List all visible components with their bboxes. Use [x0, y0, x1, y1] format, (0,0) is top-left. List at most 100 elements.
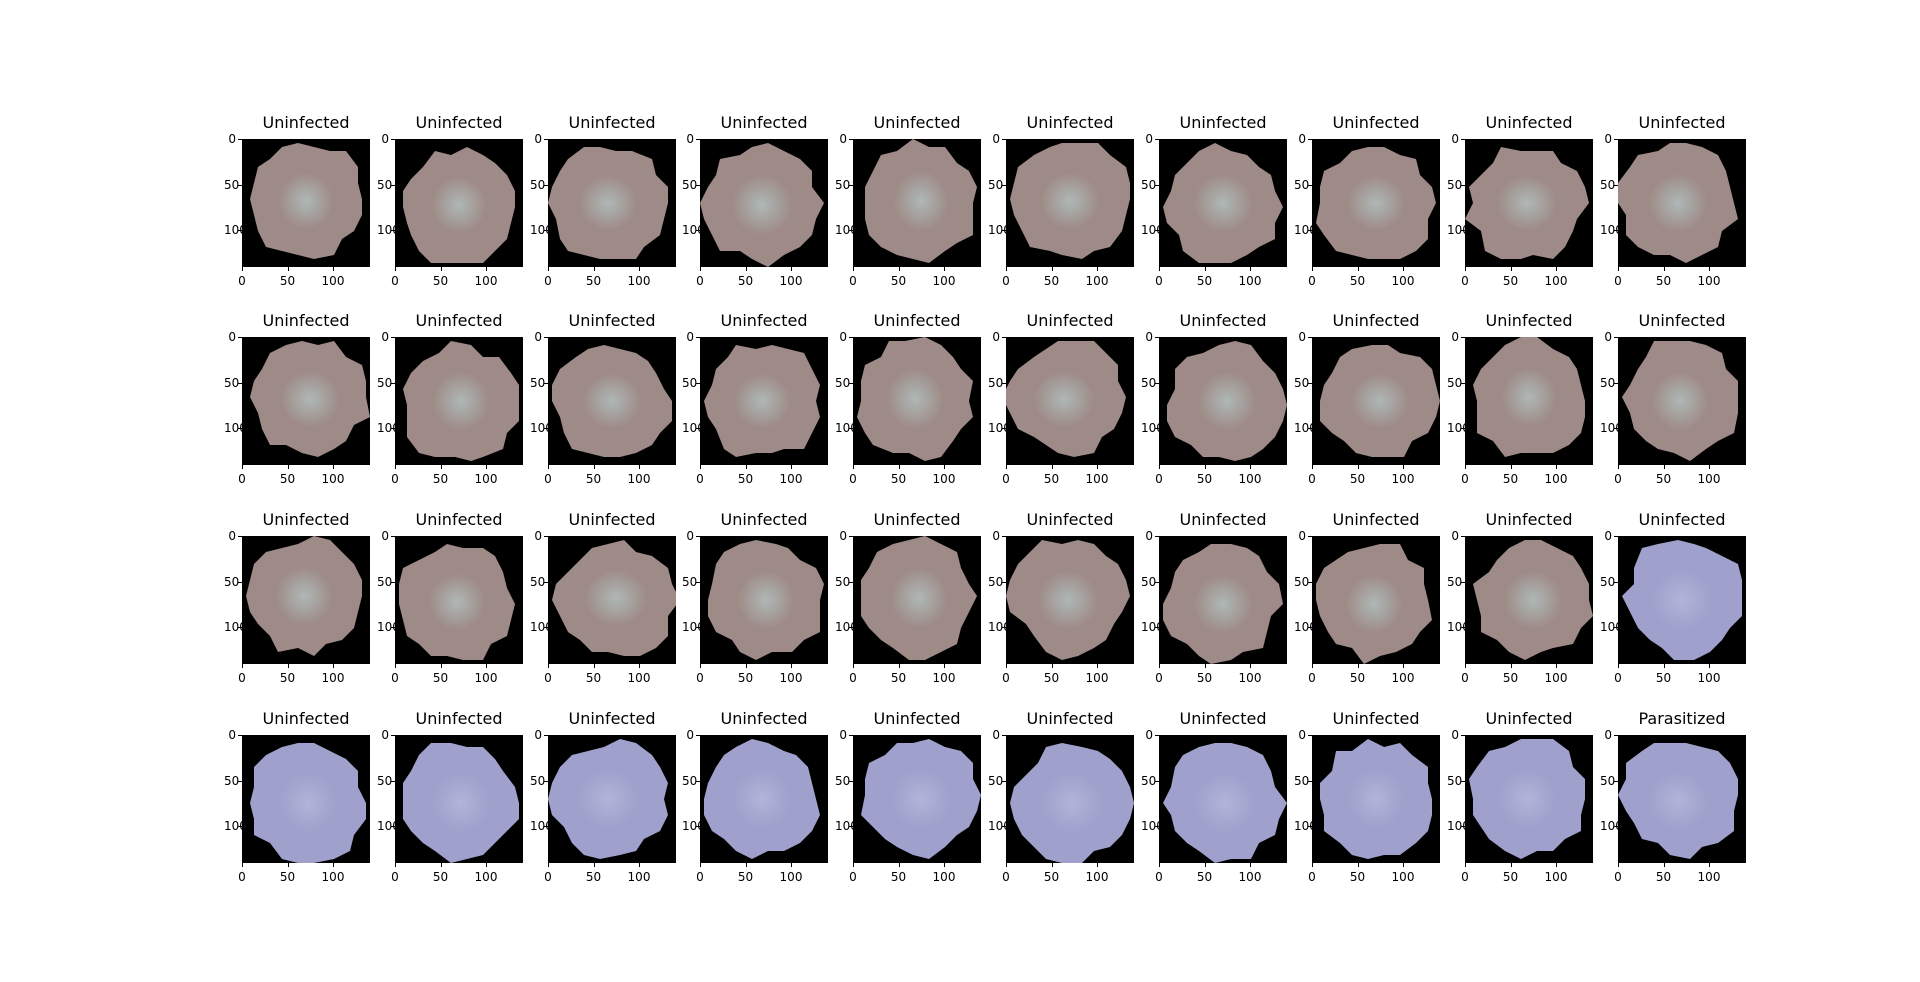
y-tick-label: 0 — [228, 728, 236, 742]
y-tick-mark — [391, 735, 395, 736]
x-tick-mark — [1510, 664, 1512, 668]
x-tick-mark — [1312, 465, 1313, 469]
y-tick-mark — [696, 581, 700, 583]
cell-image — [1465, 735, 1593, 863]
y-tick-mark — [544, 184, 548, 186]
panel-title: Uninfected — [1179, 311, 1267, 330]
panel-title: Uninfected — [568, 510, 656, 529]
image-panel: Uninfected 0 50 100 0 50 100 — [682, 510, 828, 684]
x-tick-mark — [1159, 863, 1160, 867]
x-tick-label: 100 — [1544, 274, 1568, 288]
y-tick-mark — [391, 780, 395, 782]
x-tick-mark — [944, 664, 945, 668]
x-tick-mark — [548, 863, 549, 867]
y-tick-mark — [1155, 337, 1159, 338]
y-tick-label: 50 — [530, 375, 546, 390]
x-tick-mark — [1709, 664, 1710, 668]
panel-title: Uninfected — [1179, 709, 1267, 728]
x-tick-mark — [1709, 863, 1710, 867]
x-tick-label: 100 — [474, 274, 498, 288]
x-tick-mark — [333, 664, 334, 668]
x-tick-label: 50 — [890, 870, 907, 884]
image-panel: Uninfected 0 50 100 0 50 100 — [1141, 311, 1287, 485]
y-tick-label: 50 — [224, 773, 240, 788]
y-tick-label: 100 — [377, 819, 400, 833]
y-tick-label: 50 — [1294, 177, 1310, 192]
y-tick-mark — [1002, 735, 1006, 736]
x-tick-mark — [1357, 863, 1359, 867]
x-tick-mark — [333, 465, 334, 469]
x-tick-mark — [1618, 664, 1619, 668]
y-tick-label: 0 — [1451, 728, 1459, 742]
y-tick-label: 0 — [381, 132, 389, 146]
image-panel: Uninfected 0 50 100 0 50 100 — [224, 311, 370, 485]
image-panel: Uninfected 0 50 100 0 50 100 — [530, 709, 676, 883]
y-tick-mark — [1461, 230, 1465, 231]
x-tick-label: 100 — [474, 870, 498, 884]
x-tick-label: 100 — [1391, 870, 1415, 884]
x-tick-label: 50 — [1655, 274, 1672, 288]
y-tick-label: 0 — [1145, 728, 1153, 742]
x-tick-mark — [1312, 267, 1313, 271]
panel-title: Uninfected — [720, 709, 808, 728]
x-tick-label: 50 — [1043, 671, 1060, 685]
x-tick-mark — [853, 267, 854, 271]
x-tick-label: 0 — [1308, 274, 1316, 288]
x-tick-label: 100 — [1391, 274, 1415, 288]
image-panel: Uninfected 0 50 100 0 50 100 — [1447, 113, 1593, 287]
x-tick-mark — [1663, 465, 1665, 469]
y-tick-label: 50 — [224, 375, 240, 390]
y-tick-label: 100 — [1141, 819, 1164, 833]
image-panel: Uninfected 0 50 100 0 50 100 — [377, 510, 523, 684]
y-tick-mark — [1614, 230, 1618, 231]
y-tick-mark — [1461, 735, 1465, 736]
x-tick-mark — [1250, 267, 1251, 271]
y-tick-label: 100 — [1600, 223, 1623, 237]
image-panel: Uninfected 0 50 100 0 50 100 — [224, 709, 370, 883]
x-tick-label: 100 — [932, 472, 956, 486]
x-tick-label: 50 — [1043, 472, 1060, 486]
x-tick-mark — [333, 863, 334, 867]
y-tick-label: 50 — [1294, 574, 1310, 589]
x-tick-mark — [898, 267, 900, 271]
x-tick-label: 100 — [1085, 274, 1109, 288]
x-tick-mark — [395, 863, 396, 867]
x-tick-mark — [1510, 863, 1512, 867]
y-tick-label: 50 — [530, 773, 546, 788]
panel-title: Uninfected — [568, 311, 656, 330]
x-tick-mark — [898, 863, 900, 867]
x-tick-label: 100 — [932, 274, 956, 288]
y-tick-label: 50 — [1294, 375, 1310, 390]
x-tick-mark — [791, 664, 792, 668]
x-tick-mark — [1465, 465, 1466, 469]
y-tick-mark — [1461, 780, 1465, 782]
y-tick-label: 0 — [1298, 132, 1306, 146]
y-tick-mark — [238, 184, 242, 186]
panel-title: Uninfected — [1485, 113, 1573, 132]
y-tick-mark — [1461, 382, 1465, 384]
y-tick-mark — [1002, 337, 1006, 338]
x-tick-mark — [853, 664, 854, 668]
cell-image — [853, 536, 981, 664]
y-tick-label: 0 — [686, 330, 694, 344]
image-panel: Uninfected 0 50 100 0 50 100 — [530, 311, 676, 485]
cell-image — [700, 536, 828, 664]
y-tick-label: 100 — [835, 620, 858, 634]
x-tick-label: 0 — [849, 274, 857, 288]
x-tick-mark — [1618, 267, 1619, 271]
panel-title: Uninfected — [720, 113, 808, 132]
image-panel: Uninfected 0 50 100 0 50 100 — [1294, 709, 1440, 883]
x-tick-label: 50 — [585, 671, 602, 685]
panel-title: Uninfected — [1332, 113, 1420, 132]
y-tick-mark — [849, 382, 853, 384]
x-tick-mark — [395, 465, 396, 469]
y-tick-label: 100 — [377, 223, 400, 237]
y-tick-mark — [1308, 826, 1312, 827]
image-panel: Uninfected 0 50 100 0 50 100 — [1600, 113, 1746, 287]
x-tick-label: 50 — [737, 472, 754, 486]
y-tick-mark — [1155, 184, 1159, 186]
x-tick-label: 100 — [1391, 671, 1415, 685]
x-tick-mark — [1403, 465, 1404, 469]
x-tick-mark — [1204, 863, 1206, 867]
x-tick-label: 100 — [1238, 472, 1262, 486]
